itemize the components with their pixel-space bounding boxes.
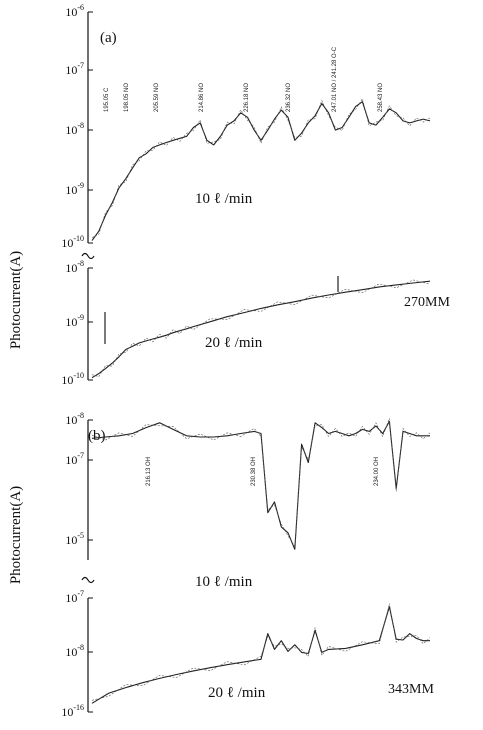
series-noise	[91, 97, 431, 238]
panel-a-ylabel: Photocurrent(A)	[8, 251, 24, 349]
y-tick-label: 10-8	[65, 643, 84, 659]
panel-a-bottom-annotation: 20 ℓ /min	[205, 335, 263, 351]
series-line	[91, 606, 430, 704]
y-tick-label: 10-9	[65, 181, 84, 197]
panel-b-top-axis: 10-5 10-7 10-8	[65, 411, 93, 560]
panel-b-label: (b)	[88, 428, 106, 444]
peak-label: 195.05 C	[104, 87, 110, 112]
panel-a-peak-labels: 195.05 C 198.05 NO 205.59 NO 214.86 NO 226.1…	[104, 46, 384, 112]
series-line	[91, 420, 430, 550]
panel-a-bottom-trace	[91, 276, 431, 379]
panel-a-top-annotation: 10 ℓ /min	[195, 191, 253, 207]
panel-a: Photocurrent(A) (a) 270MM 10 ℓ /min 20 ℓ…	[8, 3, 450, 387]
series-line	[91, 280, 431, 379]
panel-a-top-trace	[91, 97, 431, 241]
peak-label: 247.01 NO / 241.28 O-C	[332, 46, 338, 112]
y-tick-label: 10-10	[61, 371, 84, 387]
panel-b: Photocurrent(A) (b) 343MM 10 ℓ /min 20 ℓ…	[8, 411, 434, 719]
y-tick-label: 10-9	[65, 313, 84, 329]
y-tick-label: 10-6	[65, 3, 84, 19]
panel-b-top-trace	[91, 418, 431, 550]
panel-b-bottom-axis: 10-16 10-8 10-7	[61, 576, 95, 719]
axis-break-mark	[81, 576, 95, 584]
series-noise	[91, 418, 431, 548]
peak-label: 214.86 NO	[199, 83, 205, 112]
y-tick-label: 10-8	[65, 259, 84, 275]
panel-b-top-annotation: 10 ℓ /min	[195, 574, 253, 590]
y-tick-label: 10-10	[61, 234, 84, 250]
peak-label: 236.32 NO	[286, 83, 292, 112]
y-tick-label: 10-7	[65, 589, 84, 605]
panel-a-bottom-axis: 10-10 10-9 10-8	[61, 252, 95, 387]
panel-a-sample-tag: 270MM	[404, 295, 450, 310]
y-tick-label: 10-16	[61, 703, 84, 719]
panel-a-top-axis: 10-10 10-9 10-8 10-7 10-6	[61, 3, 93, 250]
y-tick-label: 10-8	[65, 411, 84, 427]
panel-a-label: (a)	[100, 30, 117, 46]
y-tick-label: 10-5	[65, 531, 84, 547]
panel-b-peak-labels: 216.13 OH 230.38 OH 234.00 OH	[146, 457, 380, 486]
panel-b-ylabel: Photocurrent(A)	[8, 486, 24, 584]
peak-label: 226.18 NO	[244, 83, 250, 112]
peak-label: 216.13 OH	[146, 457, 152, 486]
series-noise	[91, 603, 431, 701]
panel-b-bottom-annotation: 20 ℓ /min	[208, 685, 266, 701]
y-tick-label: 10-8	[65, 121, 84, 137]
axis-break-mark	[81, 252, 95, 260]
peak-label: 230.38 OH	[251, 457, 257, 486]
peak-label: 258.43 NO	[378, 83, 384, 112]
panel-b-sample-tag: 343MM	[388, 682, 434, 697]
peak-label: 198.05 NO	[124, 83, 130, 112]
series-noise	[91, 279, 431, 377]
series-line	[91, 101, 431, 241]
y-tick-label: 10-7	[65, 61, 84, 77]
panel-b-bottom-trace	[91, 603, 431, 704]
peak-label: 234.00 OH	[374, 457, 380, 486]
y-tick-label: 10-7	[65, 451, 84, 467]
peak-label: 205.59 NO	[154, 83, 160, 112]
